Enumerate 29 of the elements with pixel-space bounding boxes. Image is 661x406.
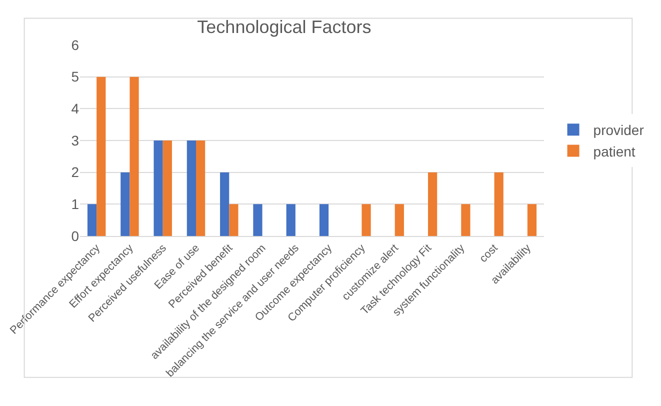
y-tick-label: 1	[71, 196, 80, 212]
bar	[96, 76, 106, 236]
chart-title: Technological Factors	[197, 16, 372, 37]
y-tick-label: 4	[71, 100, 80, 117]
legend-label: patient	[593, 143, 636, 160]
y-tick-label: 0	[71, 228, 80, 244]
bar	[229, 204, 238, 236]
bar	[286, 204, 296, 236]
bar	[461, 204, 470, 236]
bar	[87, 204, 97, 236]
bar	[494, 172, 504, 236]
y-tick-label: 3	[71, 132, 80, 148]
bar	[154, 140, 163, 236]
legend-label: provider	[593, 122, 644, 138]
bar	[186, 140, 196, 236]
bar	[362, 204, 371, 236]
bar	[120, 172, 130, 236]
bar	[130, 76, 139, 236]
y-tick-label: 5	[71, 68, 80, 85]
bar	[196, 140, 206, 236]
y-tick-label: 2	[71, 164, 80, 180]
bar	[394, 204, 404, 236]
bar	[253, 204, 262, 236]
bar	[319, 204, 329, 236]
bar	[527, 204, 537, 236]
bar	[162, 140, 172, 236]
bar	[428, 172, 438, 236]
bar	[220, 172, 230, 236]
y-tick-label: 6	[71, 36, 80, 53]
